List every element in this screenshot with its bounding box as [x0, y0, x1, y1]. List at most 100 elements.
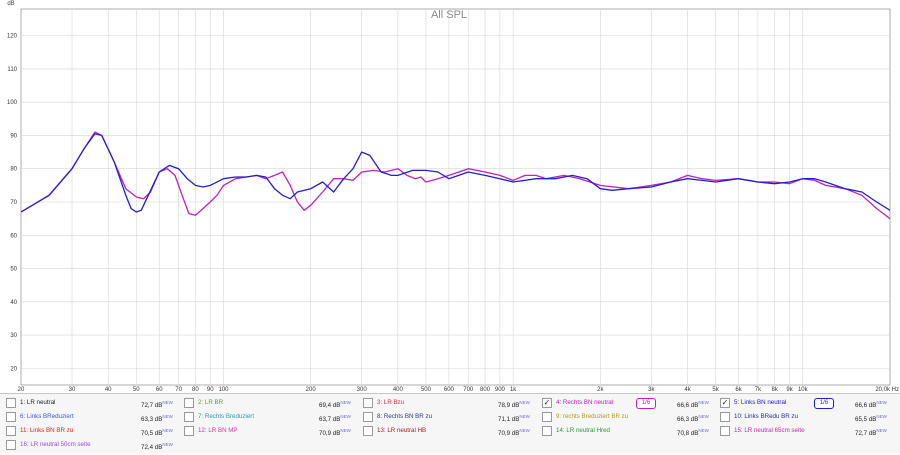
legend-value-new-tag: NEW: [162, 400, 173, 405]
legend-checkbox[interactable]: ✓: [542, 398, 552, 408]
chart-title: All SPL: [431, 9, 467, 21]
legend-label: 8: Rechts BN BR zu: [377, 413, 433, 420]
legend-value-new-tag: NEW: [519, 428, 530, 433]
legend-item[interactable]: ✓ 4: Rechts BN neutral 1/6 66,6 dBNEW: [542, 396, 712, 410]
y-axis-unit-label: dB: [7, 1, 14, 7]
legend-value-new-tag: NEW: [876, 428, 887, 433]
legend-item[interactable]: 12: LR BN MP 70,9 dBNEW: [184, 424, 354, 438]
series-line-1: [20, 131, 891, 220]
legend-item[interactable]: 2: LR BR 69,4 dBNEW: [184, 396, 354, 410]
legend-value-new-tag: NEW: [340, 400, 351, 405]
legend-value-new-tag: NEW: [698, 414, 709, 419]
x-tick-label: 900: [495, 387, 506, 393]
legend-checkbox[interactable]: [6, 426, 16, 436]
y-tick-label: 100: [7, 100, 18, 106]
legend-label: 12: LR BN MP: [198, 427, 238, 434]
legend-value: 72,7 dBNEW: [855, 428, 887, 438]
legend-label: 9: rechts Breduziert BR zu: [556, 413, 629, 420]
legend-value: 78,9 dBNEW: [498, 400, 530, 410]
legend-item[interactable]: 16: LR neutral 50cm seite 72,4 dBNEW: [6, 438, 176, 452]
legend-item[interactable]: 6: Links BReduziert 63,3 dBNEW: [6, 410, 176, 424]
legend-value: 72,4 dBNEW: [141, 442, 173, 452]
legend-value-new-tag: NEW: [162, 428, 173, 433]
y-tick-label: 30: [10, 333, 17, 339]
spl-chart: 20 30 40 50 60 70 80 90 100 110 120 20 30 40 50 60 70 80 9…: [6, 1, 899, 393]
legend-value: 71,1 dBNEW: [498, 414, 530, 424]
legend-label: 2: LR BR: [198, 399, 224, 406]
legend-item[interactable]: 8: Rechts BN BR zu 71,1 dBNEW: [363, 410, 533, 424]
legend-value: 63,3 dBNEW: [141, 414, 173, 424]
legend-checkbox[interactable]: [363, 398, 373, 408]
x-tick-label: 7k: [755, 387, 762, 393]
legend-item[interactable]: 7: Rechts Breduziert 63,7 dBNEW: [184, 410, 354, 424]
x-tick-label: 60: [156, 387, 163, 393]
legend-item[interactable]: 10: Links BRedu BR zu 65,5 dBNEW: [720, 410, 890, 424]
x-tick-label: 20: [18, 387, 25, 393]
y-tick-label: 20: [10, 366, 17, 372]
legend-value: 72,7 dBNEW: [141, 400, 173, 410]
legend-label: 1: LR neutral: [20, 399, 56, 406]
x-tick-label: 10k: [798, 387, 809, 393]
smoothing-badge[interactable]: 1/6: [814, 398, 834, 409]
legend-checkbox[interactable]: [184, 412, 194, 422]
x-tick-label: 9k: [786, 387, 793, 393]
legend-checkbox[interactable]: ✓: [720, 398, 730, 408]
legend-value: 66,3 dBNEW: [677, 414, 709, 424]
legend-checkbox[interactable]: [184, 398, 194, 408]
legend-label: 5: Links BN neutral: [734, 399, 787, 406]
x-tick-label: 700: [463, 387, 474, 393]
legend-item[interactable]: 15: LR neutral 65cm seite 72,7 dBNEW: [720, 424, 890, 438]
x-tick-label: 1k: [510, 387, 517, 393]
legend-checkbox[interactable]: [6, 412, 16, 422]
x-tick-label: 600: [444, 387, 455, 393]
legend-label: 11: Links BN BR zu: [20, 427, 74, 434]
legend-value: 63,7 dBNEW: [319, 414, 351, 424]
legend-checkbox[interactable]: [363, 426, 373, 436]
legend-item[interactable]: 14: LR neutral Hred 70,8 dBNEW: [542, 424, 712, 438]
y-tick-label: 50: [10, 267, 17, 273]
legend-checkbox[interactable]: [720, 426, 730, 436]
smoothing-badge[interactable]: 1/6: [636, 398, 656, 409]
legend-checkbox[interactable]: [542, 426, 552, 436]
x-tick-label: 90: [207, 387, 214, 393]
legend-checkbox[interactable]: [720, 412, 730, 422]
legend-checkbox[interactable]: [184, 426, 194, 436]
x-tick-label: 100: [218, 387, 229, 393]
y-tick-label: 120: [7, 34, 18, 40]
legend-value: 66,6 dBNEW: [855, 400, 887, 410]
legend-value: 70,9 dBNEW: [498, 428, 530, 438]
x-tick-label: 200: [306, 387, 317, 393]
x-tick-label: 70: [175, 387, 182, 393]
grid-layer: [21, 9, 890, 385]
x-tick-label: 3k: [648, 387, 655, 393]
legend-item[interactable]: 1: LR neutral 72,7 dBNEW: [6, 396, 176, 410]
legend-item[interactable]: 11: Links BN BR zu 70,5 dBNEW: [6, 424, 176, 438]
legend-value: 70,8 dBNEW: [677, 428, 709, 438]
legend-item[interactable]: ✓ 5: Links BN neutral 1/6 66,6 dBNEW: [720, 396, 890, 410]
legend-value: 69,4 dBNEW: [319, 400, 351, 410]
x-tick-label: 6k: [735, 387, 742, 393]
x-tick-label: 800: [480, 387, 491, 393]
legend-item[interactable]: 3: LR Bzu 78,9 dBNEW: [363, 396, 533, 410]
legend-value-new-tag: NEW: [698, 428, 709, 433]
y-tick-label: 70: [10, 200, 17, 206]
x-tick-label: 8k: [772, 387, 779, 393]
legend-item[interactable]: 13: LR neutral HB 70,9 dBNEW: [363, 424, 533, 438]
legend-checkbox[interactable]: [542, 412, 552, 422]
x-tick-label: 300: [357, 387, 368, 393]
legend-item[interactable]: 9: rechts Breduziert BR zu 66,3 dBNEW: [542, 410, 712, 424]
x-tick-label: 20,0k Hz: [875, 387, 899, 393]
x-tick-label: 4k: [684, 387, 691, 393]
x-tick-label: 80: [192, 387, 199, 393]
y-tick-label: 60: [10, 233, 17, 239]
legend-checkbox[interactable]: [6, 398, 16, 408]
tick-label-layer: 20 30 40 50 60 70 80 90 100 110 120 20 30 40 50 60 70 80 9…: [7, 34, 899, 393]
legend-value-new-tag: NEW: [519, 414, 530, 419]
x-tick-label: 30: [69, 387, 76, 393]
legend-label: 10: Links BRedu BR zu: [734, 413, 798, 420]
legend-label: 6: Links BReduziert: [20, 413, 74, 420]
y-tick-label: 40: [10, 300, 17, 306]
legend-checkbox[interactable]: [363, 412, 373, 422]
legend-checkbox[interactable]: [6, 440, 16, 450]
series-line-2: [20, 133, 891, 213]
